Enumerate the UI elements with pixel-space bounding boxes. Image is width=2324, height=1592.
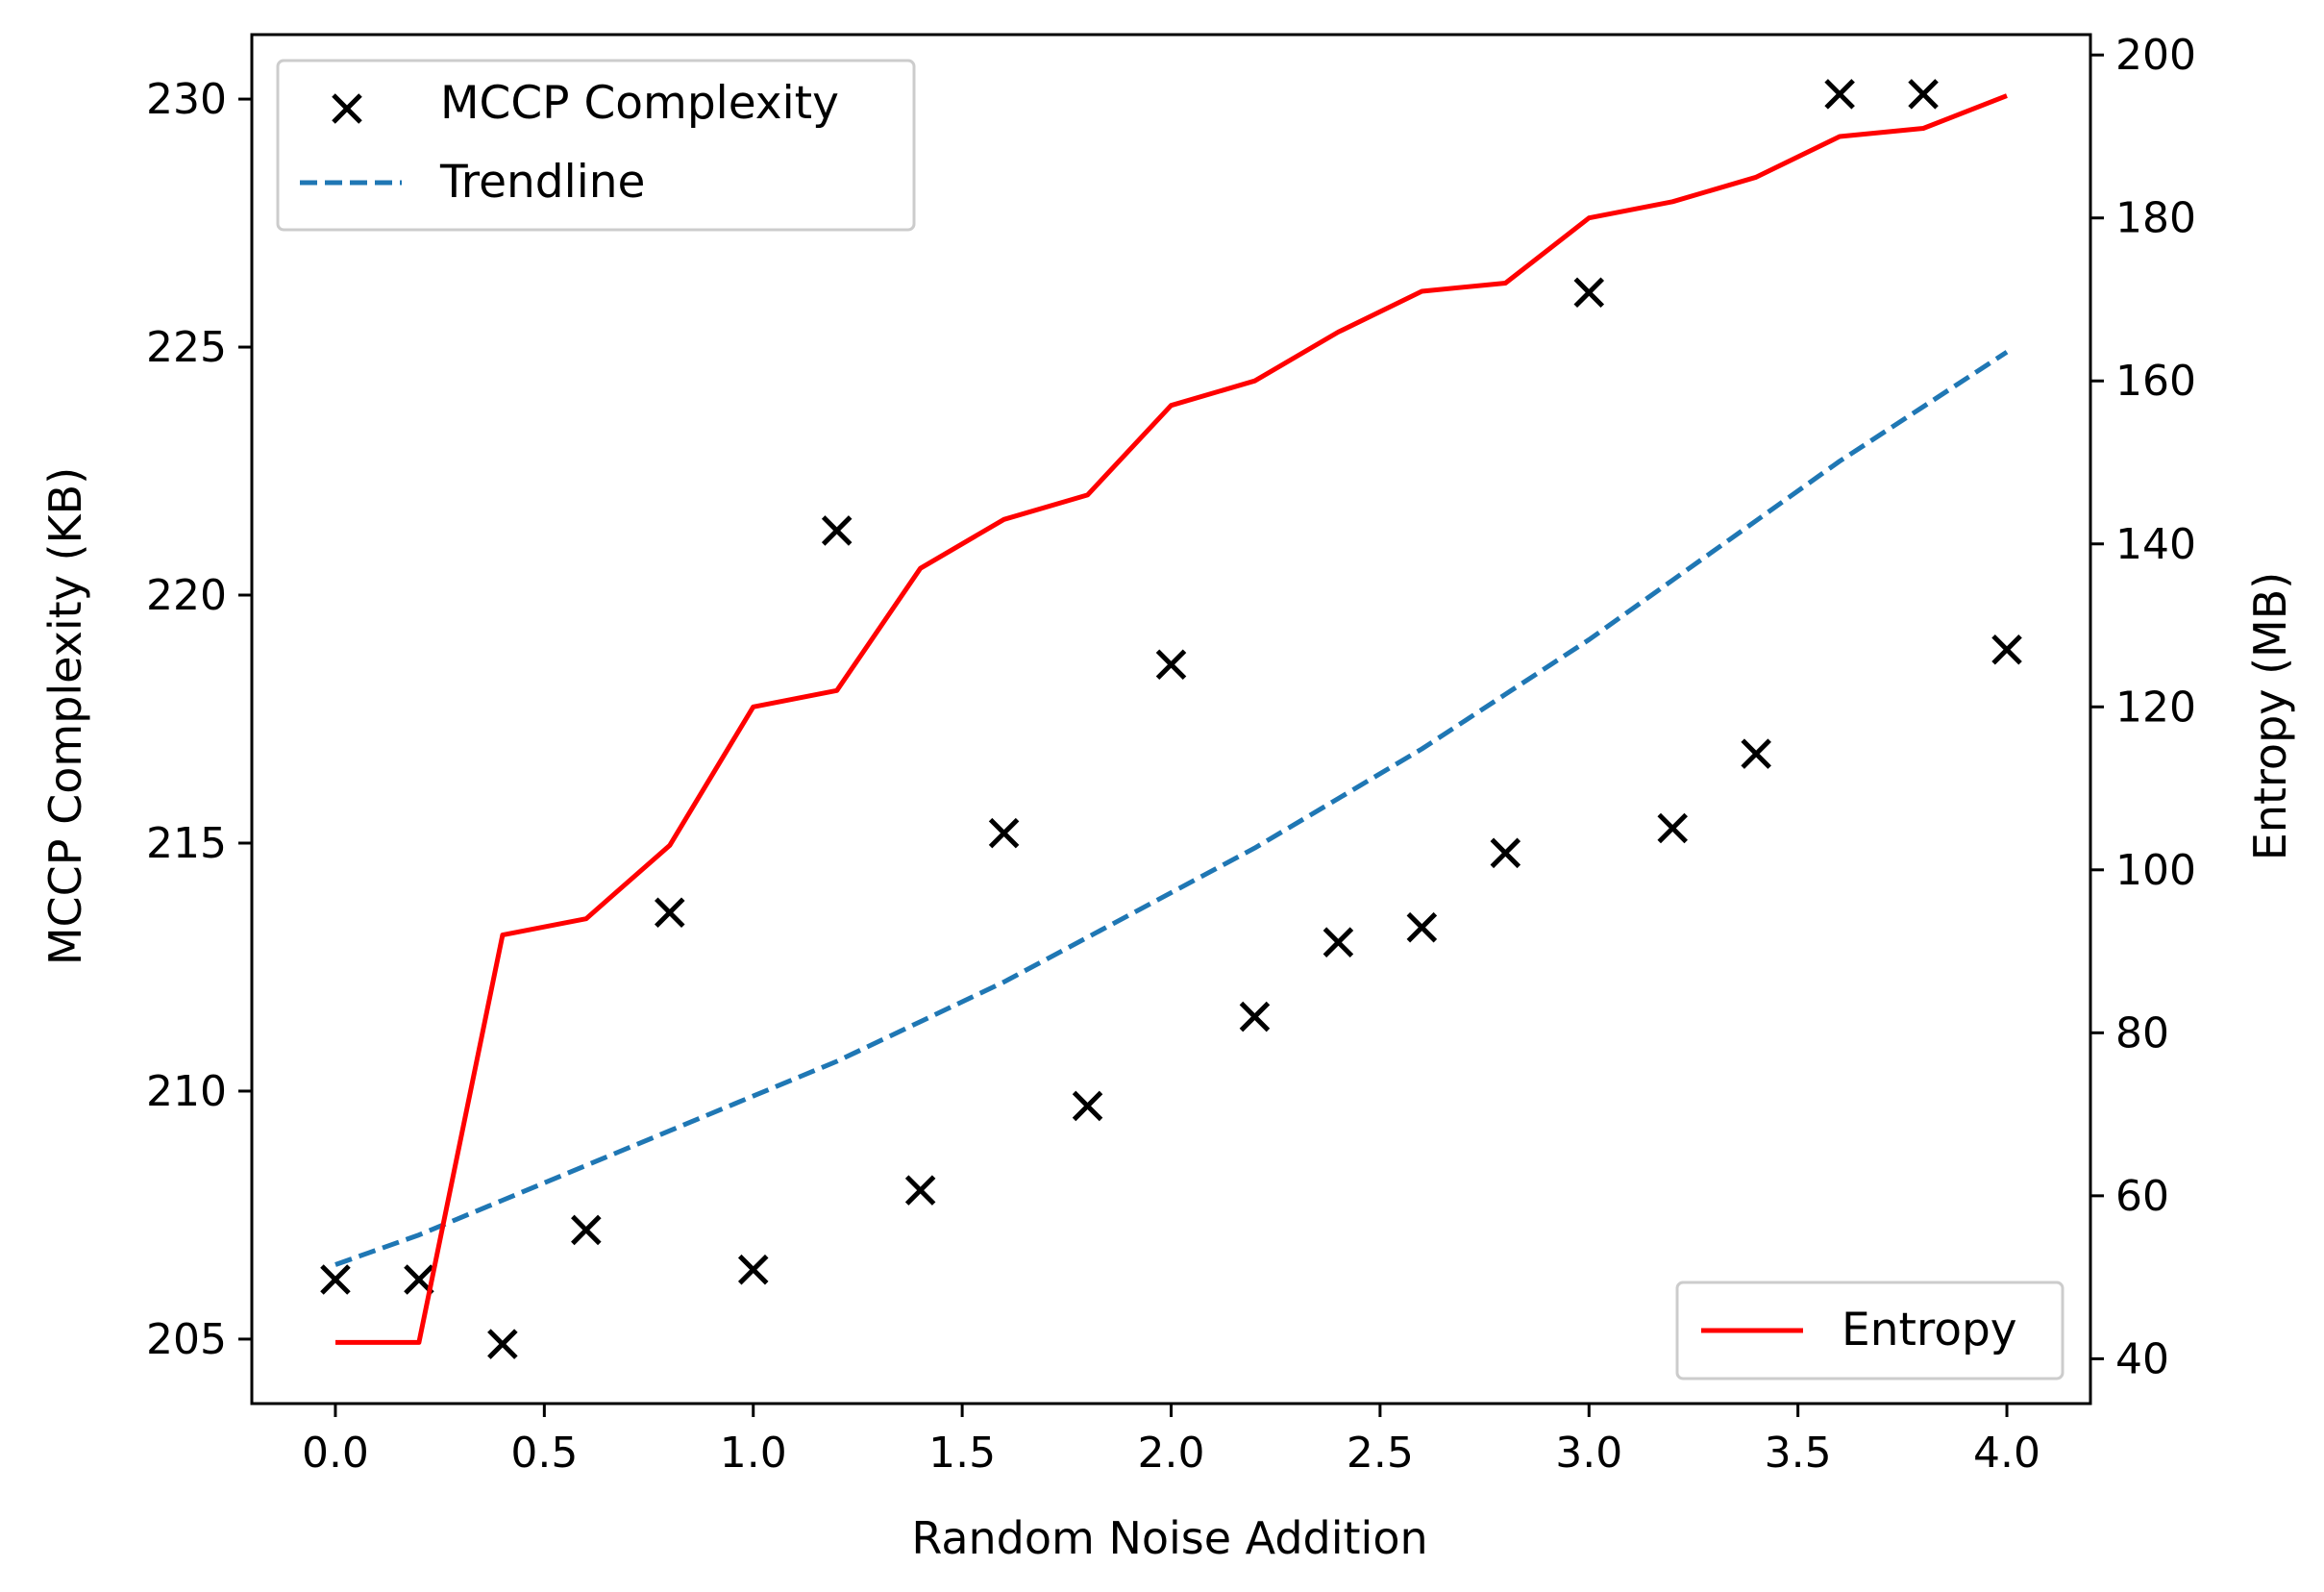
trendline-line <box>334 350 2009 1267</box>
scatter-point <box>1490 837 1521 869</box>
scatter-point <box>1406 911 1438 943</box>
x-tick-label: 2.5 <box>1347 1429 1414 1478</box>
y2-tick-label: 140 <box>2115 520 2196 569</box>
scatter-point <box>821 515 853 546</box>
legend-secondary: Entropy <box>1675 1281 2064 1381</box>
x-tick-label: 0.5 <box>510 1429 578 1478</box>
scatter-point <box>487 1329 518 1359</box>
scatter-point <box>320 1264 351 1295</box>
x-tick-label: 0.0 <box>302 1429 369 1478</box>
scatter-point <box>988 817 1020 849</box>
legend-label-mccp: MCCP Complexity <box>440 77 839 130</box>
scatter-point <box>737 1254 769 1285</box>
scatter-point <box>1908 79 1939 110</box>
y2-tick-label: 180 <box>2115 194 2196 243</box>
legend-label-entropy: Entropy <box>1842 1304 2017 1356</box>
y2-tick-label: 120 <box>2115 683 2196 732</box>
y2-tick-label: 160 <box>2115 357 2196 406</box>
x-tick-label: 1.0 <box>720 1429 787 1478</box>
scatter-point <box>1239 1001 1271 1032</box>
plot-frame <box>250 33 2092 1405</box>
entropy-line <box>335 93 2008 1345</box>
y2-tick-label: 40 <box>2115 1334 2169 1383</box>
y-tick-label: 210 <box>146 1067 227 1116</box>
x-tick-label: 4.0 <box>1973 1429 2040 1478</box>
y2-tick-label: 80 <box>2115 1008 2169 1057</box>
scatter-point <box>1323 927 1354 958</box>
legend-label-trendline: Trendline <box>439 156 645 209</box>
y2-tick-label: 60 <box>2115 1172 2169 1221</box>
scatter-point <box>655 897 685 928</box>
y-tick-label: 225 <box>146 323 227 372</box>
scatter-point <box>1072 1090 1103 1122</box>
y2-axis-label: Entropy (MB) <box>2244 572 2296 860</box>
y-tick-label: 220 <box>146 571 227 620</box>
y-axis-label: MCCP Complexity (KB) <box>39 467 91 965</box>
y2-tick-label: 100 <box>2115 846 2196 895</box>
scatter-point <box>1741 738 1771 769</box>
y2-tick-label: 200 <box>2115 31 2196 80</box>
legend-secondary-box <box>1675 1281 2064 1381</box>
x-tick-label: 1.5 <box>928 1429 996 1478</box>
x-tick-label: 3.0 <box>1555 1429 1622 1478</box>
mccp-scatter-points <box>320 79 2022 1359</box>
scatter-point <box>1824 79 1855 110</box>
x-axis-label: Random Noise Addition <box>911 1512 1427 1564</box>
scatter-point <box>571 1214 602 1246</box>
legend-main: MCCP Complexity Trendline <box>276 59 916 232</box>
y2-axis-ticks: 40 60 80 100 120 140 160 180 200 <box>2090 31 2196 1383</box>
scatter-point <box>1573 277 1605 309</box>
legend-marker-x-icon <box>332 93 362 124</box>
y-axis-ticks: 205 210 215 220 225 230 <box>146 75 252 1364</box>
y-tick-label: 205 <box>146 1315 227 1364</box>
scatter-point <box>1991 634 2022 665</box>
y-tick-label: 215 <box>146 819 227 868</box>
series-layer <box>320 79 2022 1359</box>
x-axis-ticks: 0.0 0.5 1.0 1.5 2.0 2.5 3.0 3.5 4.0 <box>302 1404 2040 1478</box>
x-tick-label: 3.5 <box>1765 1429 1832 1478</box>
scatter-point <box>904 1175 936 1206</box>
y-tick-label: 230 <box>146 75 227 124</box>
scatter-point <box>1155 649 1187 681</box>
legend-main-box <box>276 59 916 232</box>
x-tick-label: 2.0 <box>1138 1429 1205 1478</box>
scatter-point <box>1657 812 1688 844</box>
